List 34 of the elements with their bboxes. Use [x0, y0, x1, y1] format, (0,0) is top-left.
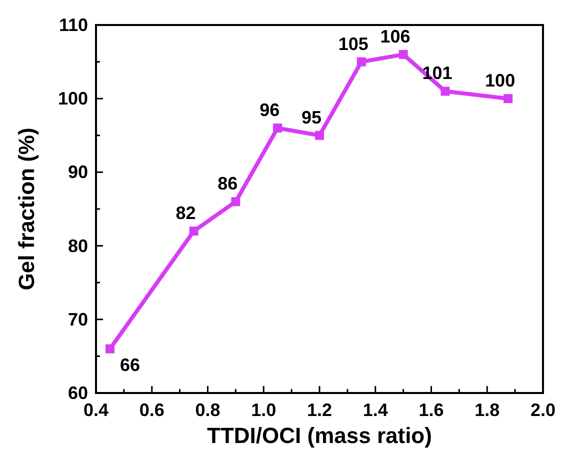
x-tick-label: 0.4	[83, 400, 109, 420]
point	[504, 94, 513, 104]
x-tick-label: 1.6	[418, 400, 444, 420]
y-tick-label: 90	[68, 162, 88, 182]
point	[440, 86, 450, 96]
x-tick-label: 1.2	[306, 400, 332, 420]
data-label: 105	[338, 34, 368, 54]
y-tick-label: 70	[68, 309, 88, 330]
data-label: 100	[485, 70, 516, 91]
y-tick-label: 60	[68, 383, 88, 403]
point	[398, 50, 408, 59]
data-label: 96	[260, 100, 280, 120]
x-tick-label: 1.4	[362, 400, 388, 420]
data-label: 86	[218, 174, 238, 194]
x-tick-label: 0.6	[139, 400, 164, 420]
x-tick-label: 2.0	[530, 400, 556, 420]
y-tick-label: 110	[58, 15, 88, 35]
point	[356, 57, 366, 66]
y-tick-label: 100	[58, 88, 88, 109]
y-axis-title: Gel fraction (%)	[14, 128, 39, 290]
data-label: 66	[120, 354, 140, 375]
point	[231, 197, 240, 206]
x-tick-label: 1.0	[251, 400, 276, 420]
x-axis-title: TTDI/OCI (mass ratio)	[207, 423, 432, 448]
point	[105, 344, 114, 354]
x-tick-label: 0.8	[195, 400, 220, 420]
y-tick-label: 80	[68, 236, 88, 256]
point	[273, 124, 282, 133]
data-label: 95	[301, 107, 322, 128]
data-label: 82	[176, 203, 196, 224]
data-label: 106	[380, 26, 410, 46]
point	[189, 226, 198, 236]
point	[315, 130, 324, 140]
x-tick-label: 1.8	[474, 400, 500, 420]
